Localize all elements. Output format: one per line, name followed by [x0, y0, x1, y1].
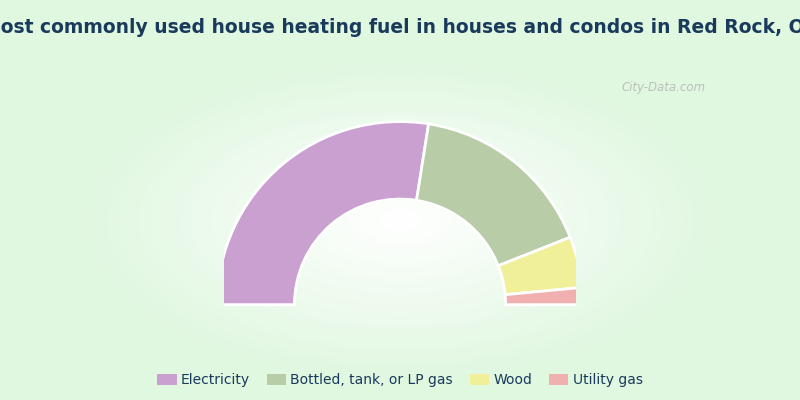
Text: Most commonly used house heating fuel in houses and condos in Red Rock, OK: Most commonly used house heating fuel in… — [0, 18, 800, 37]
Wedge shape — [505, 288, 583, 305]
Legend: Electricity, Bottled, tank, or LP gas, Wood, Utility gas: Electricity, Bottled, tank, or LP gas, W… — [154, 369, 646, 391]
Wedge shape — [498, 237, 582, 295]
Text: City-Data.com: City-Data.com — [622, 82, 706, 94]
Wedge shape — [417, 124, 570, 266]
Wedge shape — [217, 122, 429, 305]
